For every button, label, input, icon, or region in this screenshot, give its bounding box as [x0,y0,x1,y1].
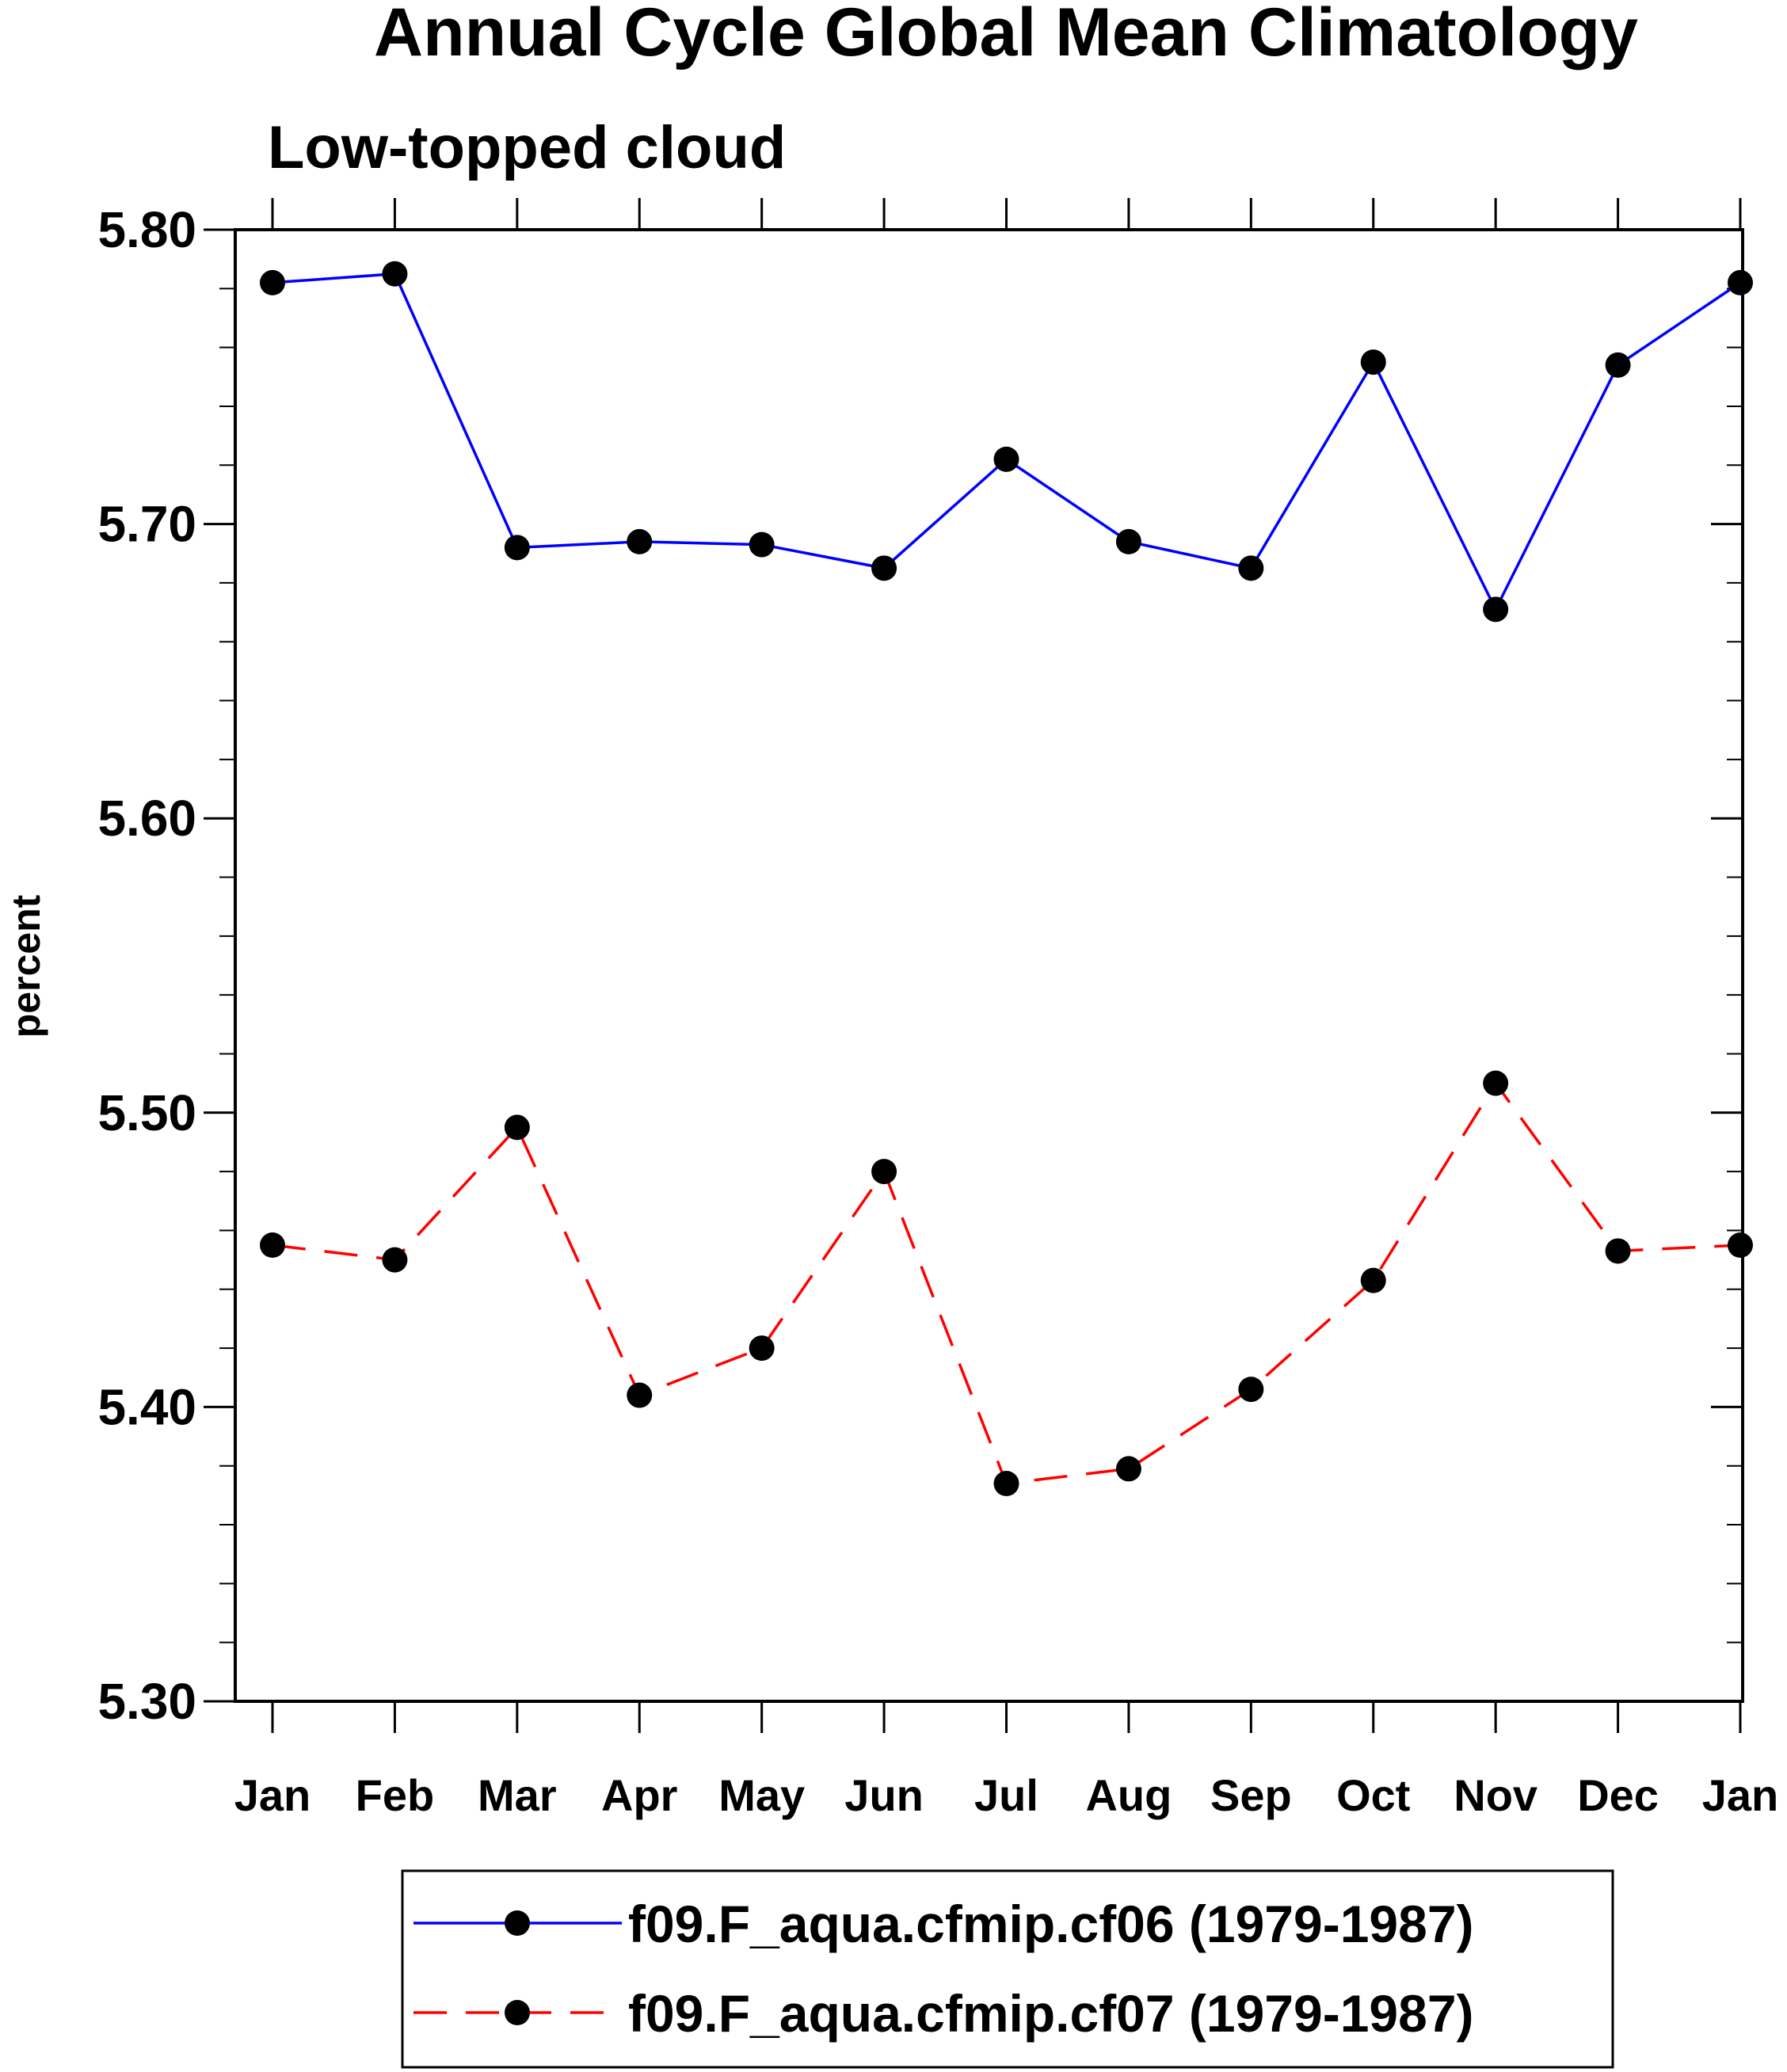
legend-marker [505,1910,530,1936]
legend-entries: f09.F_aqua.cfmip.cf06 (1979-1987) f09.F_a… [413,1895,1474,2043]
x-tick-label: Dec [1577,1770,1659,1820]
data-point [1360,1267,1386,1293]
chart-subtitle: Low-topped cloud [268,114,786,181]
series-line [272,1080,1741,1485]
data-point [1605,1238,1631,1264]
axis-ticks [204,198,1743,1733]
data-point [1360,349,1386,375]
chart-title: Annual Cycle Global Mean Climatology [374,0,1638,70]
x-tick-label: Jan [234,1770,311,1820]
series-line [272,272,1741,613]
x-tick-label: May [718,1770,805,1820]
y-tick-label: 5.50 [97,1084,196,1141]
data-point [1238,555,1264,581]
x-tick-label: Feb [356,1770,435,1820]
x-tick-label: Jul [974,1770,1038,1820]
plot-frame [234,228,1744,1703]
legend-label: f09.F_aqua.cfmip.cf06 (1979-1987) [628,1895,1474,1953]
data-point [1238,1377,1264,1403]
legend-label: f09.F_aqua.cfmip.cf07 (1979-1987) [628,1984,1474,2043]
data-point [627,1382,653,1408]
y-tick-label: 5.30 [97,1673,196,1730]
data-point [382,261,408,287]
y-tick-label: 5.70 [97,496,196,553]
data-point [871,1159,897,1185]
data-point [1483,596,1509,623]
x-tick-label: Jan [1702,1770,1779,1820]
data-point [749,1335,775,1362]
x-tick-label: Sep [1210,1770,1292,1820]
data-point [504,535,530,561]
y-axis-label: percent [4,894,48,1038]
data-point [382,1247,408,1273]
axis-tick-labels: Jan Feb Mar Apr May Jun Jul Aug Sep Oct Nov Dec Jan 5… [97,201,1778,1820]
x-tick-label: Aug [1085,1770,1172,1820]
data-point [260,1232,285,1259]
data-point [749,531,775,558]
y-tick-label: 5.60 [97,790,196,847]
data-point [504,1114,530,1141]
x-tick-label: Nov [1454,1770,1537,1820]
legend: f09.F_aqua.cfmip.cf06 (1979-1987) f09.F_a… [401,1869,1614,2069]
data-point [1728,1232,1753,1259]
data-point [1728,269,1753,295]
x-tick-label: Jun [844,1770,924,1820]
data-point [1605,352,1631,378]
legend-box [401,1869,1614,2069]
x-tick-label: Mar [478,1770,557,1820]
data-point [1115,1456,1141,1482]
series-markers [260,261,1753,1497]
y-tick-label: 5.80 [97,201,196,258]
data-point [260,269,285,295]
legend-marker [505,2000,530,2025]
x-tick-label: Oct [1336,1770,1410,1820]
data-point [871,555,897,581]
y-tick-label: 5.40 [97,1378,196,1435]
data-point [993,446,1019,472]
data-point [627,528,653,554]
data-point [1483,1070,1509,1096]
data-point [1115,528,1141,554]
x-tick-label: Apr [601,1770,677,1820]
data-point [993,1471,1019,1497]
